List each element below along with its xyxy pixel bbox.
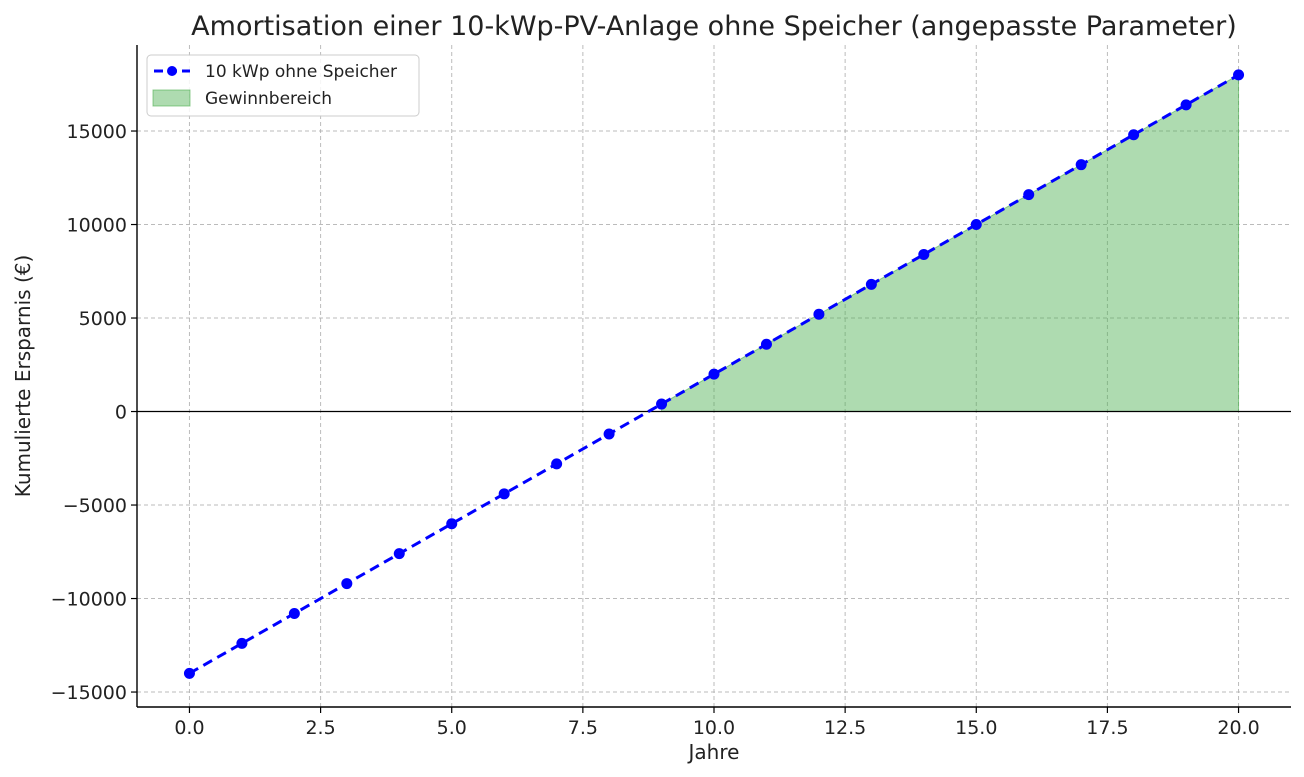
legend-marker-swatch [167,66,177,76]
x-tick-label: 20.0 [1217,717,1259,739]
data-point [1023,189,1035,201]
x-tick-label: 12.5 [824,717,866,739]
data-point [1180,99,1192,111]
data-point [813,308,825,320]
y-tick-label: 0 [115,402,127,424]
x-tick-label: 10.0 [693,717,735,739]
data-point [551,458,563,470]
data-point [1128,129,1140,141]
legend-series-label: 10 kWp ohne Speicher [205,62,397,82]
data-point [760,338,772,350]
legend: 10 kWp ohne Speicher Gewinnbereich [146,54,420,117]
data-point [1075,159,1087,171]
y-tick-label: 10000 [67,215,127,237]
y-tick-label: −10000 [51,589,127,611]
data-point [603,428,615,440]
x-tick-label: 15.0 [955,717,997,739]
x-tick-label: 0.0 [174,717,204,739]
legend-box [146,54,420,117]
y-axis-ticks: −15000 −10000 −5000 0 5000 10000 15000 [51,121,137,704]
data-point [498,488,510,500]
data-point [341,578,353,590]
y-tick-label: −5000 [63,495,127,517]
y-tick-label: 5000 [79,308,127,330]
chart-title: Amortisation einer 10-kWp-PV-Anlage ohne… [191,11,1237,42]
x-axis-ticks: 0.0 2.5 5.0 7.5 10.0 12.5 15.0 17.5 20.0 [174,707,1260,739]
legend-fill-swatch [152,89,191,107]
data-point [288,607,300,619]
data-point [1233,69,1245,81]
x-tick-label: 17.5 [1086,717,1128,739]
y-axis-label: Kumulierte Ersparnis (€) [11,255,35,498]
y-tick-label: −15000 [51,682,127,704]
data-point [393,548,405,560]
x-axis-label: Jahre [687,740,740,764]
legend-fill-label: Gewinnbereich [205,89,332,109]
x-tick-label: 5.0 [437,717,467,739]
data-point [708,368,720,380]
data-point [865,278,877,290]
data-point [918,248,930,260]
y-tick-label: 15000 [67,121,127,143]
data-point [446,518,458,530]
x-tick-label: 2.5 [305,717,335,739]
data-point [656,398,668,410]
data-point [183,667,195,679]
data-point [236,637,248,649]
data-point [970,219,982,231]
series-layer [183,69,1245,679]
series-line [188,73,1240,675]
x-tick-label: 7.5 [568,717,598,739]
